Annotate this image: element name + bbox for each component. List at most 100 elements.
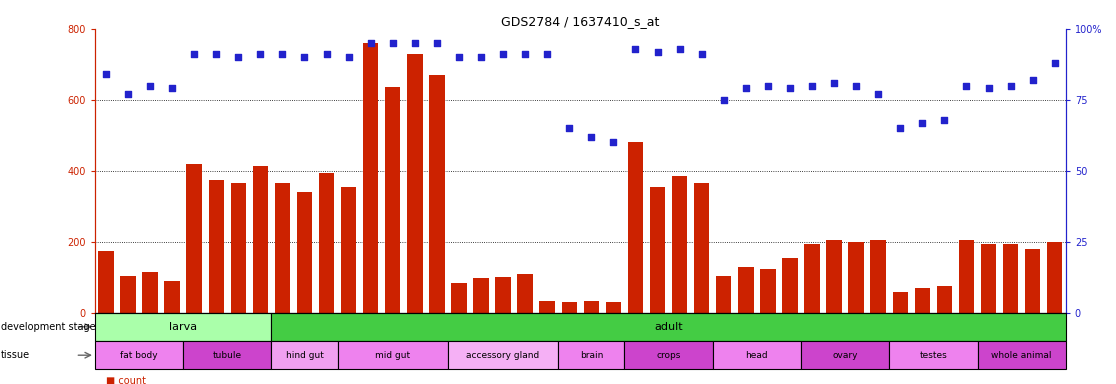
Bar	[760, 268, 776, 313]
Text: accessory gland: accessory gland	[466, 351, 540, 360]
Bar	[625, 341, 713, 369]
Point	[538, 51, 556, 58]
Bar	[385, 88, 401, 313]
Bar	[340, 187, 356, 313]
Bar	[959, 240, 974, 313]
Bar	[95, 341, 183, 369]
Point	[958, 83, 975, 89]
Bar	[231, 183, 246, 313]
Point	[737, 85, 754, 91]
Bar	[801, 341, 889, 369]
Text: adult: adult	[654, 322, 683, 332]
Bar	[628, 142, 643, 313]
Bar	[363, 43, 378, 313]
Bar	[561, 302, 577, 313]
Bar	[518, 274, 532, 313]
Point	[517, 51, 535, 58]
Point	[427, 40, 445, 46]
Point	[825, 80, 843, 86]
Point	[693, 51, 711, 58]
Text: tubule: tubule	[213, 351, 242, 360]
Bar	[978, 341, 1066, 369]
Bar	[915, 288, 930, 313]
Point	[671, 46, 689, 52]
Point	[804, 83, 821, 89]
Bar	[319, 173, 335, 313]
Point	[97, 71, 115, 77]
Point	[450, 54, 468, 60]
Point	[892, 125, 910, 131]
Point	[1046, 60, 1064, 66]
Text: fat body: fat body	[121, 351, 157, 360]
Point	[560, 125, 578, 131]
Point	[273, 51, 291, 58]
Bar	[606, 302, 622, 313]
Text: whole animal: whole animal	[991, 351, 1052, 360]
Title: GDS2784 / 1637410_s_at: GDS2784 / 1637410_s_at	[501, 15, 660, 28]
Bar	[584, 301, 599, 313]
Text: ovary: ovary	[833, 351, 858, 360]
Bar	[297, 192, 312, 313]
Text: hind gut: hind gut	[286, 351, 324, 360]
Point	[296, 54, 314, 60]
Bar	[889, 341, 978, 369]
Point	[384, 40, 402, 46]
Point	[318, 51, 336, 58]
Bar	[893, 292, 908, 313]
Point	[406, 40, 424, 46]
Bar	[981, 244, 997, 313]
Text: development stage: development stage	[1, 322, 96, 332]
Bar	[407, 54, 423, 313]
Bar	[451, 283, 466, 313]
Point	[605, 139, 623, 146]
Bar	[275, 183, 290, 313]
Bar	[672, 176, 687, 313]
Point	[141, 83, 158, 89]
Bar	[870, 240, 886, 313]
Bar	[716, 276, 731, 313]
Bar	[186, 164, 202, 313]
Point	[980, 85, 998, 91]
Text: testes: testes	[920, 351, 947, 360]
Bar	[271, 313, 1066, 341]
Text: head: head	[745, 351, 768, 360]
Text: larva: larva	[169, 322, 198, 332]
Bar	[782, 258, 798, 313]
Bar	[209, 180, 224, 313]
Point	[869, 91, 887, 97]
Bar	[95, 313, 271, 341]
Bar	[650, 187, 665, 313]
Bar	[1024, 249, 1040, 313]
Bar	[430, 75, 444, 313]
Text: tissue: tissue	[1, 350, 30, 360]
Bar	[252, 166, 268, 313]
Bar	[496, 277, 511, 313]
Text: mid gut: mid gut	[375, 351, 411, 360]
Point	[626, 46, 644, 52]
Point	[119, 91, 137, 97]
Bar	[558, 341, 625, 369]
Text: brain: brain	[579, 351, 603, 360]
Bar	[848, 242, 864, 313]
Point	[1023, 77, 1041, 83]
Bar	[936, 286, 952, 313]
Bar	[448, 341, 558, 369]
Point	[230, 54, 248, 60]
Point	[1002, 83, 1020, 89]
Point	[583, 134, 600, 140]
Point	[208, 51, 225, 58]
Bar	[713, 341, 801, 369]
Point	[781, 85, 799, 91]
Bar	[1047, 242, 1062, 313]
Point	[472, 54, 490, 60]
Bar	[143, 272, 157, 313]
Point	[251, 51, 269, 58]
Bar	[826, 240, 841, 313]
Point	[759, 83, 777, 89]
Bar	[473, 278, 489, 313]
Point	[913, 119, 931, 126]
Bar	[738, 267, 753, 313]
Point	[185, 51, 203, 58]
Bar	[338, 341, 448, 369]
Point	[847, 83, 865, 89]
